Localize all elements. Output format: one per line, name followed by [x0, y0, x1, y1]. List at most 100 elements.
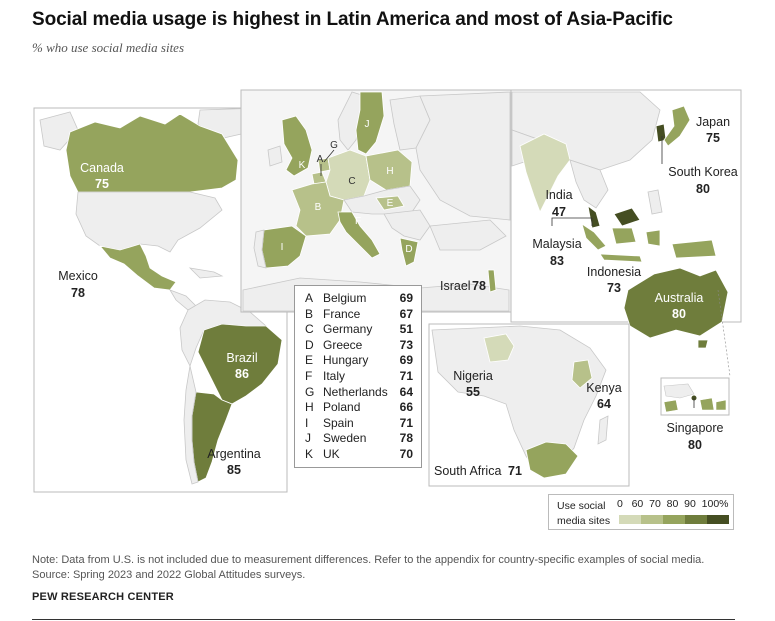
letter-f: F [355, 216, 361, 227]
russia-shape [415, 91, 511, 221]
brazil-shape [197, 323, 283, 405]
europe-key-letter: K [305, 446, 314, 461]
malaysia-value: 83 [550, 254, 564, 268]
europe-key: A Belgium 69 B France 67 C Germany 51 D Greece 73 E H… [294, 285, 422, 468]
scale-caption: Use social media sites [557, 499, 610, 529]
usa-shape [75, 191, 223, 253]
australia-label: Australia [655, 291, 704, 305]
letter-d: D [405, 244, 412, 255]
south-korea-value: 80 [696, 182, 710, 196]
japan-value: 75 [706, 131, 720, 145]
tasmania-shape [697, 339, 709, 349]
inset-island-1-shape [663, 399, 679, 413]
europe-key-value: 71 [399, 368, 413, 383]
scale-caption-line2: media sites [557, 515, 611, 527]
leader-g [323, 149, 335, 163]
europe-key-country: Germany [323, 322, 373, 337]
brazil-value: 86 [235, 367, 249, 381]
japan-label: Japan [696, 115, 730, 129]
scale-swatch-60-70 [641, 515, 663, 524]
inset-island-2-shape [699, 397, 715, 411]
scale-swatch-0-60 [619, 515, 641, 524]
note-text: Note: Data from U.S. is not included due… [32, 554, 705, 566]
europe-key-row: K UK 70 [305, 447, 413, 463]
source-text: Source: Spring 2023 and 2022 Global Atti… [32, 569, 306, 581]
europe-key-value: 66 [399, 400, 413, 415]
asia-panel: Japan 75 South Korea 80 India 47 Malaysi… [510, 89, 742, 377]
scale-ticks: 0 60 70 80 90 100% [617, 498, 729, 510]
europe-panel: J K A G C H B E F I D Israel 78 [240, 89, 512, 313]
europe-key-country: Spain [323, 415, 354, 430]
europe-key-country: Netherlands [323, 384, 388, 399]
balkans-shape [383, 209, 431, 241]
italy-shape [337, 211, 381, 259]
mexico-shape [98, 243, 177, 291]
hungary-shape [375, 195, 405, 211]
europe-key-value: 51 [399, 322, 413, 337]
argentina-label: Argentina [207, 447, 261, 461]
scale-swatch-70-80 [663, 515, 685, 524]
caribbean-shape [188, 267, 224, 279]
canada-value: 75 [95, 177, 109, 191]
mexico-label: Mexico [58, 269, 98, 283]
letter-e: E [387, 198, 394, 209]
nigeria-shape [483, 333, 515, 363]
australia-value: 80 [672, 307, 686, 321]
india-value: 47 [552, 205, 566, 219]
europe-key-value: 70 [399, 446, 413, 461]
letter-g: G [330, 140, 338, 151]
se-asia-shape [569, 159, 609, 209]
europe-key-letter: F [305, 368, 313, 383]
inset-malaysia-shape [663, 383, 695, 399]
israel-shape [487, 269, 497, 293]
letter-h: H [386, 166, 393, 177]
europe-key-country: Greece [323, 337, 363, 352]
brazil-label: Brazil [226, 351, 257, 365]
letter-i: I [281, 242, 284, 253]
sumatra-shape [581, 223, 607, 251]
ireland-shape [267, 145, 283, 167]
kenya-value: 64 [597, 397, 611, 411]
europe-key-value: 73 [399, 337, 413, 352]
europe-key-country: Belgium [323, 291, 367, 305]
europe-key-value: 78 [399, 431, 413, 446]
south-africa-label: South Africa [434, 464, 501, 478]
portugal-shape [253, 229, 267, 269]
leader-malaysia-h [551, 217, 592, 226]
canada-shape [65, 113, 239, 193]
europe-key-value: 69 [399, 291, 413, 305]
letter-k: K [299, 160, 306, 171]
inset-island-3-shape [715, 399, 727, 411]
europe-key-value: 69 [399, 353, 413, 368]
scale-caption-line1: Use social [557, 500, 606, 512]
europe-key-country: France [323, 306, 361, 321]
kenya-label: Kenya [586, 381, 621, 395]
color-scale-legend: Use social media sites 0 60 70 80 90 100… [548, 494, 734, 530]
papua-shape [671, 239, 717, 259]
letter-j: J [365, 119, 370, 130]
turkey-shape [429, 219, 507, 251]
europe-key-row: C Germany 51 [305, 322, 413, 338]
india-shape [519, 133, 571, 213]
malaysia-peninsula-shape [587, 205, 601, 229]
europe-key-row: B France 67 [305, 307, 413, 323]
scale-swatch-90-100 [707, 515, 729, 524]
europe-key-letter: E [305, 353, 314, 368]
europe-key-letter: G [305, 384, 315, 399]
europe-key-value: 67 [399, 306, 413, 321]
japan-shape [663, 105, 691, 147]
bottom-rule [32, 619, 735, 620]
europe-key-country: Italy [323, 368, 346, 383]
europe-key-letter: D [305, 337, 314, 352]
europe-key-letter: H [305, 400, 314, 415]
europe-key-row: H Poland 66 [305, 400, 413, 416]
sweden-shape [355, 91, 385, 155]
letter-a: A [317, 154, 324, 165]
sulawesi-shape [645, 229, 661, 247]
letter-b: B [315, 202, 322, 213]
letter-c: C [348, 176, 355, 187]
chart-title: Social media usage is highest in Latin A… [32, 9, 673, 30]
canada-label: Canada [80, 161, 124, 175]
chile-shape [183, 365, 199, 485]
